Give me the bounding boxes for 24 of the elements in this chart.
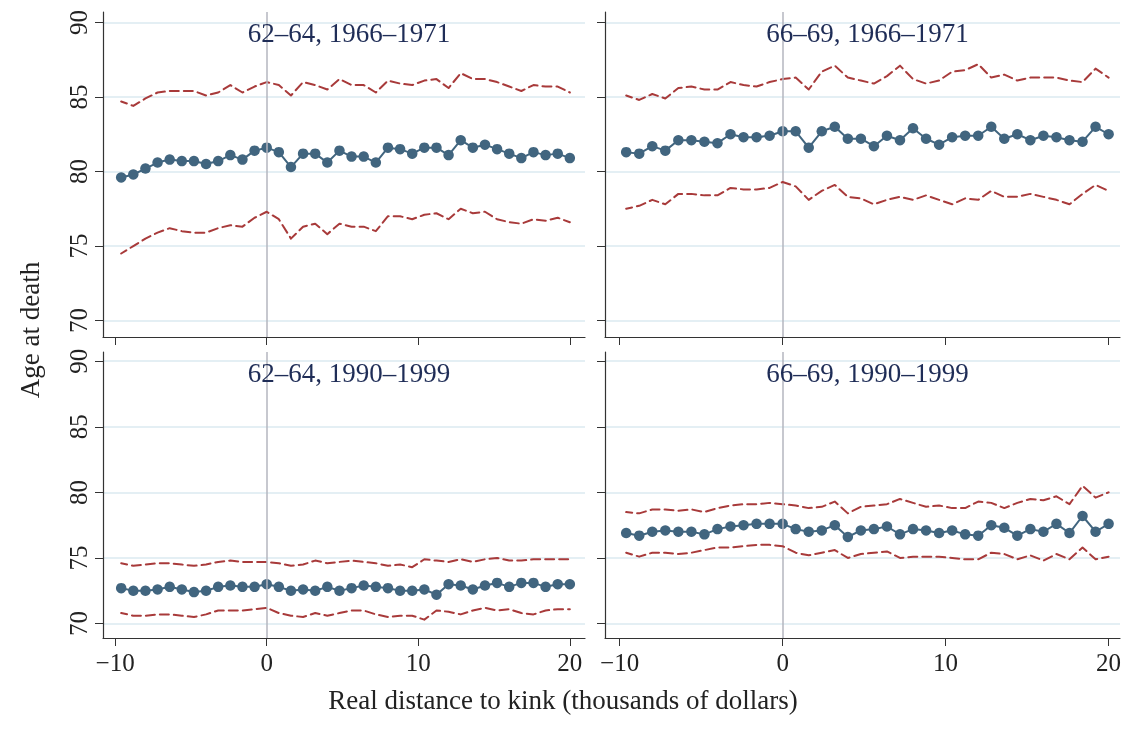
x-tick-label: 0 — [260, 649, 273, 676]
x-tick-label: 20 — [1096, 649, 1122, 676]
y-tick-label: 85 — [65, 414, 92, 440]
y-tick-label: 90 — [65, 348, 92, 374]
y-tick-label: 75 — [65, 233, 92, 259]
x-tick-label: 20 — [557, 649, 583, 676]
chart-title: 62–64, 1990–1999 — [247, 357, 451, 388]
chart-title: 62–64, 1966–1971 — [247, 17, 451, 48]
y-tick-label: 70 — [65, 308, 92, 334]
x-tick-label: 10 — [933, 649, 959, 676]
y-tick-label: 85 — [65, 84, 92, 110]
x-axis-title: Real distance to kink (thousands of dollars) — [328, 684, 798, 716]
y-tick-label: 70 — [65, 611, 92, 637]
x-tick-label: 0 — [776, 649, 789, 676]
x-tick-label: −10 — [95, 649, 135, 676]
y-axis-title: Age at death — [14, 261, 46, 399]
y-tick-label: 80 — [65, 479, 92, 505]
chart-title: 66–69, 1966–1971 — [766, 17, 969, 48]
x-tick-label: −10 — [600, 649, 640, 676]
chart-title: 66–69, 1990–1999 — [766, 357, 969, 388]
y-tick-label: 80 — [65, 159, 92, 185]
x-tick-label: 10 — [405, 649, 431, 676]
y-tick-label: 75 — [65, 545, 92, 571]
y-tick-label: 90 — [65, 9, 92, 35]
